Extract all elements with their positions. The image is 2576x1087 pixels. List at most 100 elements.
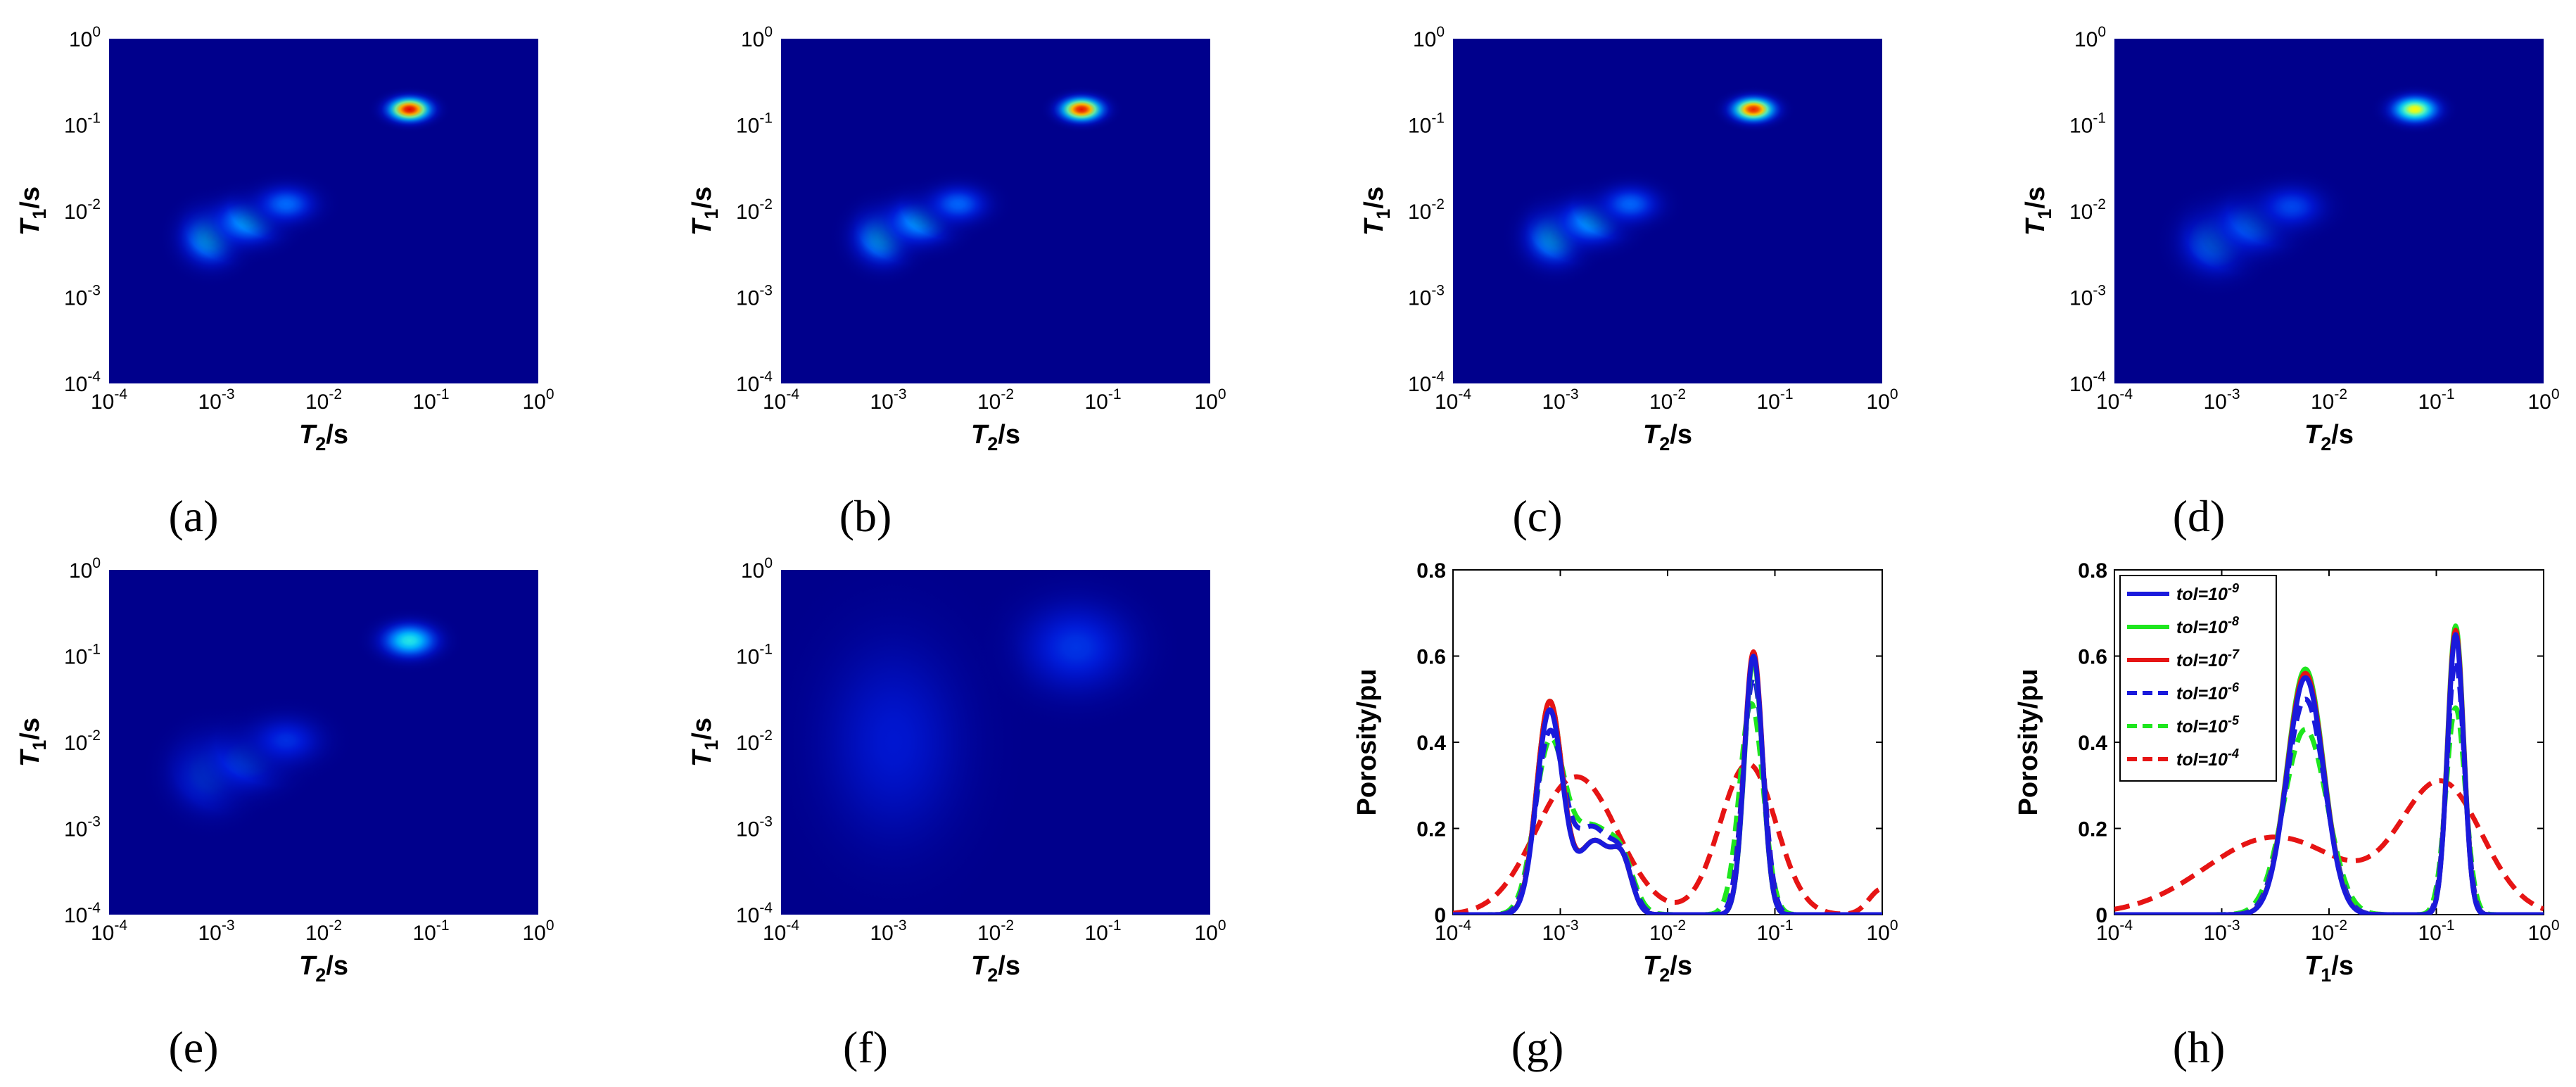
x-tick-label: 10-3 (1542, 917, 1578, 945)
x-tick-label: 100 (2527, 917, 2559, 945)
panel-caption: (c) (1512, 491, 1562, 541)
y-axis-label: T1/s (2021, 186, 2055, 236)
x-axis-label: T2/s (299, 951, 348, 986)
y-tick-label: 10-2 (2069, 196, 2106, 224)
x-tick-label: 10-3 (198, 917, 234, 945)
x-tick-label: 10-1 (1756, 917, 1793, 945)
y-tick-label: 0.2 (2078, 818, 2107, 841)
series-group (1453, 649, 1882, 915)
legend-label: tol=10-5 (2176, 713, 2240, 737)
x-axis-label: T2/s (1643, 951, 1692, 986)
x-tick-label: 10-4 (2096, 917, 2133, 945)
legend: tol=10-9 tol=10-8 tol=10-7 tol=10-6 tol=10-5… (2119, 575, 2277, 782)
x-tick-label: 10-2 (305, 386, 342, 414)
heatmap-peak (2369, 83, 2461, 136)
legend-label: tol=10-9 (2176, 581, 2239, 604)
y-tick-label: 10-1 (2069, 110, 2106, 138)
heatmap-peak (2227, 165, 2356, 248)
legend-label: tol=10-7 (2176, 647, 2240, 670)
x-axis-label: T2/s (971, 951, 1020, 986)
y-tick-label: 10-4 (64, 369, 101, 396)
y-tick-label: 10-1 (736, 110, 773, 138)
heatmap-blobs (2152, 83, 2461, 301)
panel-caption: (g) (1511, 1022, 1564, 1072)
y-tick-label: 10-3 (736, 283, 773, 310)
heatmap-peak (1711, 86, 1796, 133)
x-tick-label: 10-2 (1649, 917, 1686, 945)
heatmap-peak (367, 86, 452, 133)
legend-label: tol=10-6 (2176, 680, 2240, 704)
y-axis-label: T1/s (15, 186, 50, 236)
y-axis-label: Porosity/pu (2014, 668, 2043, 815)
heatmap-blobs (140, 606, 464, 843)
y-tick-label: 10-4 (736, 900, 773, 927)
y-tick-label: 0.2 (1416, 818, 1446, 841)
x-tick-label: 10-3 (2203, 386, 2240, 414)
y-tick-label: 100 (69, 24, 101, 51)
y-axis-label: T1/s (687, 186, 722, 236)
x-tick-label: 10-4 (763, 386, 799, 414)
panel-caption: (e) (168, 1022, 218, 1072)
y-tick-label: 10-2 (736, 196, 773, 224)
panel-a: 10-4 10-3 10-2 10-1 100 10-4 10-3 10-2 10-1 100 T2… (15, 24, 554, 541)
x-tick-label: 100 (1194, 917, 1226, 945)
y-tick-label: 0 (1434, 904, 1446, 927)
x-tick-label: 10-3 (870, 917, 906, 945)
y-tick-label: 100 (69, 555, 101, 583)
y-axis-label: Porosity/pu (1352, 668, 1382, 815)
y-tick-label: 0.8 (2078, 559, 2107, 583)
heatmap-peak (781, 570, 1039, 915)
x-tick-label: 10-1 (412, 917, 449, 945)
y-tick-label: 10-2 (64, 196, 101, 224)
y-tick-label: 100 (2074, 24, 2106, 51)
x-axis-label: T2/s (1643, 420, 1692, 454)
x-tick-label: 100 (1866, 917, 1898, 945)
series-line (2114, 632, 2544, 915)
panel-caption: (a) (168, 491, 218, 541)
panel-caption: (b) (839, 491, 892, 541)
plot-frame (1452, 569, 1883, 915)
y-tick-label: 0.6 (1416, 646, 1446, 669)
y-tick-label: 10-4 (2069, 369, 2106, 396)
y-axis-label: T1/s (1359, 186, 1394, 236)
heatmap-blobs (1500, 86, 1796, 289)
panel-g: 0 0.2 0.4 0.6 0.8 10-4 10-3 10-2 10-1 100 T2/s Poro… (1352, 559, 1898, 1072)
y-tick-label: 0.4 (1416, 732, 1446, 755)
y-tick-label: 10-1 (736, 642, 773, 669)
x-tick-label: 10-2 (1649, 386, 1686, 414)
x-tick-label: 10-2 (2311, 917, 2347, 945)
legend-label: tol=10-8 (2176, 614, 2239, 637)
y-tick-label: 100 (1413, 24, 1445, 51)
x-tick-label: 10-4 (763, 917, 799, 945)
heatmap-blobs (156, 86, 452, 289)
x-tick-label: 10-2 (977, 386, 1014, 414)
panel-f: 10-4 10-3 10-2 10-1 100 10-4 10-3 10-2 10-1 100 T2… (687, 555, 1226, 1072)
series-line (2114, 778, 2544, 912)
y-tick-label: 10-1 (64, 642, 101, 669)
x-tick-label: 10-4 (91, 917, 127, 945)
y-tick-label: 0.8 (1416, 559, 1446, 583)
y-tick-label: 10-4 (64, 900, 101, 927)
x-tick-label: 100 (522, 917, 554, 945)
panel-e: 10-4 10-3 10-2 10-1 100 10-4 10-3 10-2 10-1 100 T2… (15, 555, 554, 1072)
y-axis-label: T1/s (687, 718, 722, 767)
y-tick-label: 10-1 (1408, 110, 1445, 138)
y-tick-label: 10-1 (64, 110, 101, 138)
y-tick-label: 0.6 (2078, 646, 2107, 669)
x-tick-label: 100 (1194, 386, 1226, 414)
x-tick-label: 100 (522, 386, 554, 414)
y-tick-label: 0.4 (2078, 732, 2107, 755)
x-axis-label: T2/s (971, 420, 1020, 454)
heatmap-peak (355, 606, 464, 675)
heatmap-peak (215, 694, 357, 787)
heatmap-peak (228, 167, 344, 241)
series-line (1453, 654, 1882, 915)
x-axis-label: T2/s (299, 420, 348, 454)
y-tick-label: 10-2 (1408, 196, 1445, 224)
x-tick-label: 100 (1866, 386, 1898, 414)
x-tick-label: 10-1 (1084, 917, 1121, 945)
x-tick-label: 10-2 (2311, 386, 2347, 414)
y-tick-label: 10-3 (64, 814, 101, 841)
y-tick-label: 10-4 (736, 369, 773, 396)
x-tick-label: 10-2 (977, 917, 1014, 945)
